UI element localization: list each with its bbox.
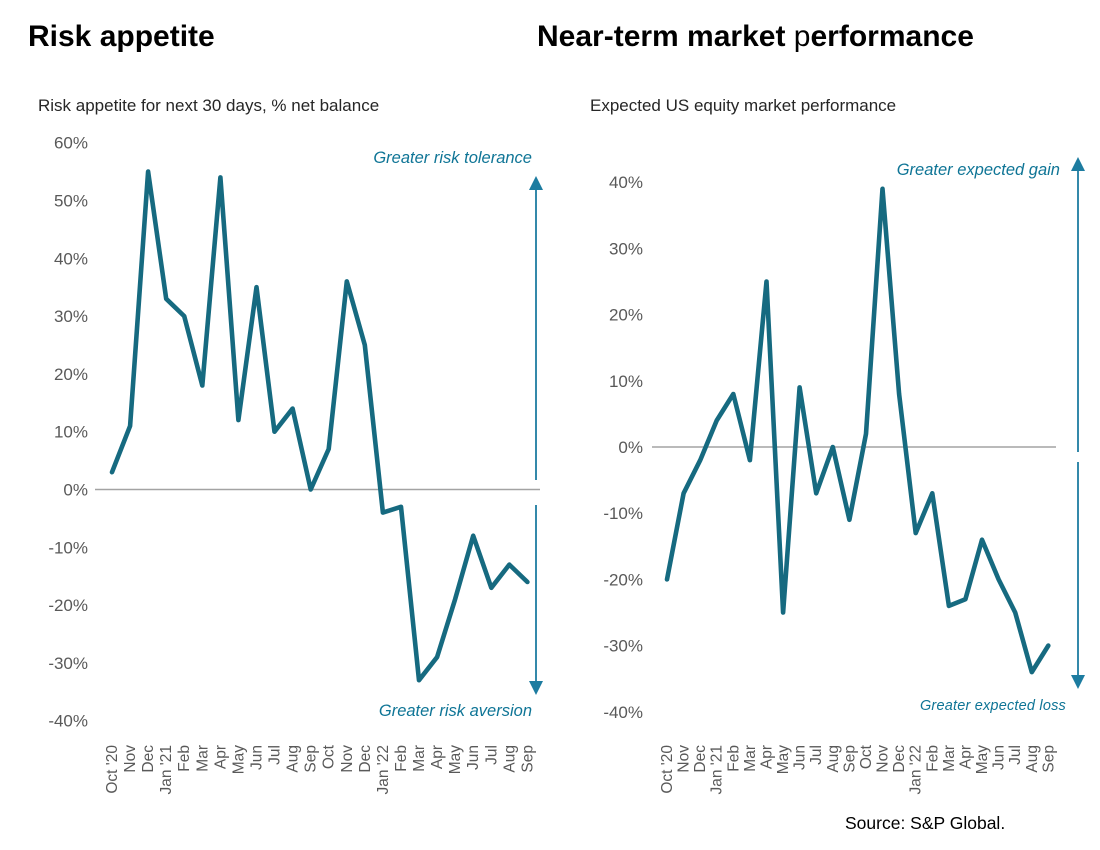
y-tick-label: 20% [609, 306, 643, 325]
x-tick-label: Apr [429, 745, 446, 769]
x-tick-label: Oct '20 [659, 745, 676, 794]
x-tick-label: Mar [194, 745, 211, 772]
right-annotation-expected-loss: Greater expected loss [919, 698, 1066, 714]
x-tick-label: Dec [140, 745, 157, 773]
x-tick-label: May [447, 745, 464, 775]
x-tick-label: Jul [483, 745, 500, 765]
x-tick-label: Jan '21 [709, 745, 726, 795]
x-tick-label: Apr [212, 745, 229, 769]
x-tick-label: Sep [519, 745, 536, 773]
x-tick-label: Jan '22 [908, 745, 925, 795]
x-tick-label: Mar [742, 745, 759, 772]
x-tick-label: Aug [501, 745, 518, 773]
y-tick-label: 40% [54, 249, 88, 268]
x-tick-label: Nov [676, 745, 693, 773]
x-tick-label: Jul [1007, 745, 1024, 765]
x-tick-label: Aug [1024, 745, 1041, 773]
y-tick-label: 50% [54, 192, 88, 211]
source-credit: Source: S&P Global. [845, 813, 1006, 833]
y-tick-label: -30% [48, 654, 88, 673]
x-tick-label: Dec [891, 745, 908, 773]
x-tick-label: May [230, 745, 247, 775]
x-tick-label: Dec [692, 745, 709, 773]
x-tick-label: May [775, 745, 792, 775]
x-tick-label: Sep [303, 745, 320, 773]
data-line [109, 169, 530, 683]
right-chart-title-part2: p [793, 20, 811, 53]
x-tick-label: Oct [858, 744, 875, 769]
x-tick-label: Nov [122, 745, 139, 773]
left-chart-title-text: Risk appetite [28, 20, 215, 53]
down-arrow-head [529, 681, 543, 695]
left-annotation-risk-tolerance: Greater risk tolerance [373, 149, 532, 167]
y-tick-label: -40% [603, 703, 643, 722]
y-tick-label: 30% [54, 307, 88, 326]
x-tick-label: Feb [176, 745, 193, 772]
x-tick-label: Jul [267, 745, 284, 765]
y-tick-label: 40% [609, 173, 643, 192]
right-chart-subtitle: Expected US equity market performance [590, 96, 897, 115]
x-tick-label: Sep [1040, 745, 1057, 773]
x-tick-label: Jun [991, 745, 1008, 770]
y-tick-label: -30% [603, 637, 643, 656]
y-tick-label: 10% [609, 372, 643, 391]
x-tick-label: Jan '21 [158, 745, 175, 795]
x-tick-label: Jun [792, 745, 809, 770]
x-tick-label: Oct '20 [104, 745, 121, 794]
x-tick-label: Mar [941, 745, 958, 772]
x-tick-label: Jun [248, 745, 265, 770]
y-tick-label: -10% [48, 538, 88, 557]
down-arrow-head [1071, 675, 1085, 689]
y-tick-label: 0% [618, 438, 643, 457]
data-line [664, 186, 1051, 675]
y-tick-label: -20% [48, 596, 88, 615]
x-tick-label: Jul [808, 745, 825, 765]
x-tick-label: Feb [924, 745, 941, 772]
right-chart-title-part1: Near-term market [537, 20, 794, 53]
x-tick-label: Apr [758, 745, 775, 769]
y-tick-label: -40% [48, 712, 88, 731]
x-tick-label: Aug [285, 745, 302, 773]
x-tick-label: Jun [465, 745, 482, 770]
y-tick-label: 10% [54, 423, 88, 442]
right-chart-title-part3: erformance [810, 20, 974, 53]
right-chart-title: Near-term market performance [537, 20, 974, 54]
y-tick-label: -10% [603, 504, 643, 523]
x-tick-label: Feb [393, 745, 410, 772]
y-tick-label: 30% [609, 239, 643, 258]
y-tick-label: -20% [603, 570, 643, 589]
left-annotation-risk-aversion: Greater risk aversion [378, 702, 532, 720]
y-tick-label: 60% [54, 134, 88, 153]
x-tick-label: Dec [357, 745, 374, 773]
x-tick-label: Oct [321, 744, 338, 769]
x-tick-label: Nov [339, 745, 356, 773]
right-annotation-expected-gain: Greater expected gain [896, 161, 1060, 179]
x-tick-label: Aug [825, 745, 842, 773]
x-tick-label: Mar [411, 745, 428, 772]
left-chart-title: Risk appetite [28, 20, 215, 54]
up-arrow-head [529, 176, 543, 190]
x-tick-label: Feb [725, 745, 742, 772]
x-tick-label: Nov [875, 745, 892, 773]
x-tick-label: May [974, 745, 991, 775]
x-tick-label: Jan '22 [375, 745, 392, 795]
left-chart-subtitle: Risk appetite for next 30 days, % net ba… [38, 96, 380, 115]
y-tick-label: 0% [63, 481, 88, 500]
y-tick-label: 20% [54, 365, 88, 384]
x-tick-label: Sep [841, 745, 858, 773]
x-tick-label: Apr [957, 745, 974, 769]
up-arrow-head [1071, 157, 1085, 171]
